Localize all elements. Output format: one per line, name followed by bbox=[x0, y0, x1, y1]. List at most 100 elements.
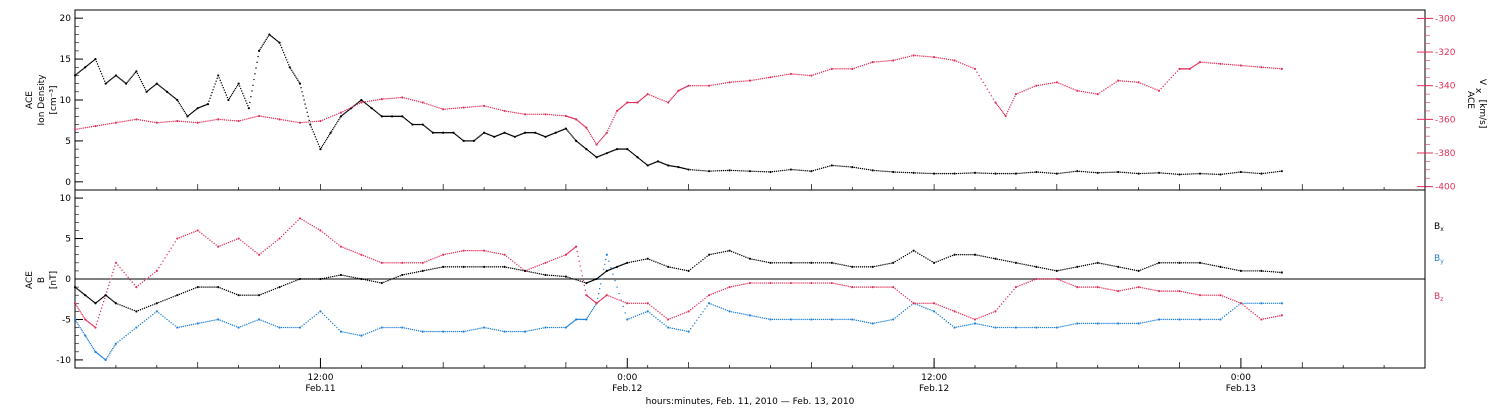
bz-trace bbox=[710, 293, 712, 296]
bz-trace bbox=[566, 253, 568, 255]
bx-trace bbox=[1270, 271, 1273, 273]
vx-trace bbox=[843, 68, 845, 70]
ion-density-point bbox=[769, 170, 772, 174]
ion-density-trace bbox=[155, 83, 157, 86]
bx-trace bbox=[80, 291, 82, 293]
bx-trace bbox=[792, 262, 794, 264]
bx-trace bbox=[925, 257, 927, 259]
vx-trace bbox=[1060, 83, 1062, 85]
bx-trace bbox=[900, 257, 903, 259]
bz-trace bbox=[673, 316, 676, 318]
by-trace bbox=[745, 313, 747, 316]
ion-density-trace bbox=[212, 89, 214, 91]
by-trace bbox=[1125, 322, 1128, 325]
vx-trace bbox=[628, 101, 631, 104]
bz-trace bbox=[192, 231, 195, 233]
by-trace bbox=[1221, 317, 1224, 319]
bx-trace bbox=[1125, 267, 1128, 270]
bz-trace bbox=[1189, 292, 1191, 294]
bz-trace bbox=[366, 256, 369, 258]
bx-point bbox=[544, 273, 547, 277]
bx-trace bbox=[1066, 268, 1068, 270]
bz-trace bbox=[1203, 294, 1205, 296]
ion-density-trace bbox=[829, 165, 831, 167]
bz-trace bbox=[594, 301, 597, 304]
ion-density-trace bbox=[346, 110, 348, 113]
vx-trace bbox=[692, 85, 694, 87]
by-trace bbox=[332, 322, 334, 325]
by-trace bbox=[1182, 318, 1185, 321]
bx-trace bbox=[152, 304, 154, 306]
ion-density-trace bbox=[397, 115, 399, 118]
ion-density-point bbox=[329, 131, 332, 134]
bx-trace bbox=[92, 300, 95, 303]
vx-trace bbox=[377, 99, 379, 101]
bz-trace bbox=[1052, 278, 1054, 280]
bz-trace bbox=[514, 262, 516, 264]
by-trace bbox=[1113, 322, 1115, 325]
bz-trace bbox=[651, 305, 653, 308]
bx-trace bbox=[1086, 264, 1089, 266]
ion-density-trace bbox=[882, 170, 884, 172]
vx-trace bbox=[849, 68, 851, 70]
by-trace bbox=[469, 329, 471, 332]
by-trace bbox=[884, 320, 886, 322]
bx-trace bbox=[1135, 269, 1138, 272]
bx-trace bbox=[788, 262, 790, 264]
by-point bbox=[503, 330, 506, 333]
vx-trace bbox=[188, 121, 191, 123]
ion-density-trace bbox=[191, 111, 194, 113]
bx-trace bbox=[1248, 270, 1250, 272]
bz-trace bbox=[1150, 288, 1152, 291]
by-trace bbox=[563, 326, 565, 329]
bz-point bbox=[237, 237, 240, 240]
bz-trace bbox=[80, 312, 82, 314]
bz-trace bbox=[857, 286, 860, 288]
bx-trace bbox=[86, 296, 88, 298]
ion-density-point bbox=[851, 165, 854, 169]
by-trace bbox=[458, 330, 461, 333]
vx-trace bbox=[833, 68, 835, 70]
bx-trace bbox=[248, 294, 250, 296]
bz-trace bbox=[403, 262, 406, 264]
vx-trace bbox=[274, 117, 277, 120]
bz-point bbox=[544, 261, 547, 264]
ion-density-trace bbox=[1074, 170, 1076, 173]
bz-trace bbox=[628, 302, 631, 304]
vx-trace bbox=[192, 121, 195, 124]
bx-trace bbox=[458, 266, 461, 268]
vx-trace bbox=[804, 74, 806, 76]
by-trace bbox=[712, 304, 714, 306]
bx-trace bbox=[1115, 265, 1117, 268]
vx-trace bbox=[1023, 90, 1025, 92]
by-trace bbox=[89, 343, 92, 345]
bx-trace bbox=[919, 253, 921, 256]
bx-trace bbox=[528, 271, 530, 273]
vx-trace bbox=[644, 95, 647, 97]
ion-density-trace bbox=[79, 70, 81, 73]
vx-trace bbox=[350, 106, 352, 109]
vx-trace bbox=[1084, 91, 1087, 93]
ion-density-trace bbox=[97, 65, 100, 68]
bz-trace bbox=[724, 288, 727, 290]
by-trace bbox=[256, 319, 258, 321]
bz-trace bbox=[93, 326, 96, 328]
vx-trace bbox=[716, 83, 718, 86]
ion-density-trace bbox=[389, 115, 391, 118]
bz-trace bbox=[92, 325, 95, 327]
bx-trace bbox=[338, 274, 340, 277]
by-trace bbox=[119, 339, 121, 342]
ion-density-trace bbox=[1193, 173, 1195, 175]
by-point bbox=[1055, 326, 1058, 329]
vx-trace bbox=[1074, 89, 1076, 91]
vx-trace bbox=[221, 118, 223, 121]
by-trace bbox=[724, 309, 727, 311]
bz-trace bbox=[174, 241, 176, 243]
by-trace bbox=[417, 330, 420, 332]
vx-trace bbox=[757, 78, 759, 81]
by-trace bbox=[867, 321, 870, 324]
ion-density-trace bbox=[131, 75, 133, 77]
ion-density-trace bbox=[323, 141, 326, 144]
ion-density-trace bbox=[137, 74, 140, 77]
bz-trace bbox=[87, 321, 89, 323]
